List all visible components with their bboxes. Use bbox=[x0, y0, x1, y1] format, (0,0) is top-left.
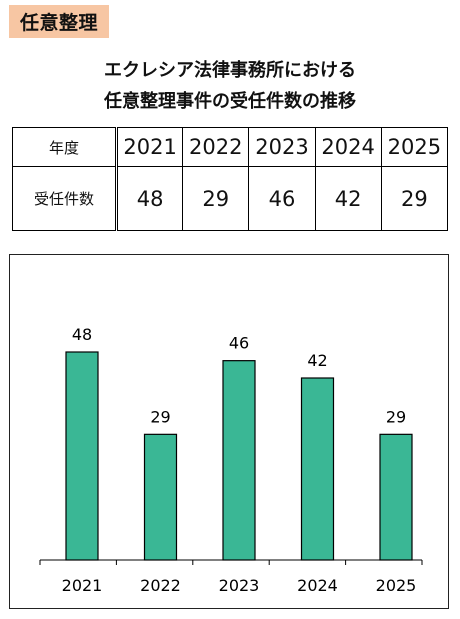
row-label-year: 年度 bbox=[12, 127, 117, 167]
x-tick-label-2025: 2025 bbox=[376, 576, 417, 595]
title-line-2: 任意整理事件の受任件数の推移 bbox=[104, 91, 356, 112]
year-cell: 2022 bbox=[182, 127, 250, 167]
data-label-2025: 29 bbox=[386, 407, 406, 426]
bar-chart: 48 2021 29 2022 46 2023 42 2024 29 2025 bbox=[9, 254, 449, 609]
year-cell: 2024 bbox=[314, 127, 382, 167]
x-tick-label-2024: 2024 bbox=[297, 576, 338, 595]
cases-table: 年度 2021 2022 2023 2024 2025 受任件数 48 29 4… bbox=[12, 127, 449, 231]
page-title: エクレシア法律事務所における 任意整理事件の受任件数の推移 bbox=[0, 55, 460, 117]
bar-2025 bbox=[379, 433, 413, 561]
count-cell: 48 bbox=[114, 166, 184, 231]
bar-2021 bbox=[65, 351, 99, 561]
year-cell: 2021 bbox=[114, 127, 184, 167]
count-cell: 29 bbox=[182, 166, 250, 231]
x-tick-label-2022: 2022 bbox=[140, 576, 181, 595]
x-tick-label-2021: 2021 bbox=[62, 576, 103, 595]
year-cell: 2025 bbox=[380, 127, 449, 167]
count-cell: 29 bbox=[380, 166, 449, 231]
bar-2022 bbox=[143, 433, 178, 561]
bar-2023 bbox=[222, 360, 256, 561]
data-label-2024: 42 bbox=[307, 351, 327, 370]
title-line-1: エクレシア法律事務所における bbox=[104, 60, 356, 81]
category-tag: 任意整理 bbox=[9, 5, 109, 38]
bar-2024 bbox=[300, 377, 335, 561]
count-cell: 46 bbox=[248, 166, 316, 231]
data-label-2023: 46 bbox=[229, 334, 249, 353]
chart-canvas: 48 2021 29 2022 46 2023 42 2024 29 2025 bbox=[39, 325, 423, 595]
row-label-count: 受任件数 bbox=[12, 166, 117, 231]
table-row-count: 受任件数 48 29 46 42 29 bbox=[12, 166, 449, 231]
count-cell: 42 bbox=[314, 166, 382, 231]
year-cell: 2023 bbox=[248, 127, 316, 167]
data-label-2021: 48 bbox=[72, 325, 92, 344]
data-label-2022: 29 bbox=[150, 407, 170, 426]
x-tick-label-2023: 2023 bbox=[219, 576, 260, 595]
table-row-year: 年度 2021 2022 2023 2024 2025 bbox=[12, 127, 449, 167]
